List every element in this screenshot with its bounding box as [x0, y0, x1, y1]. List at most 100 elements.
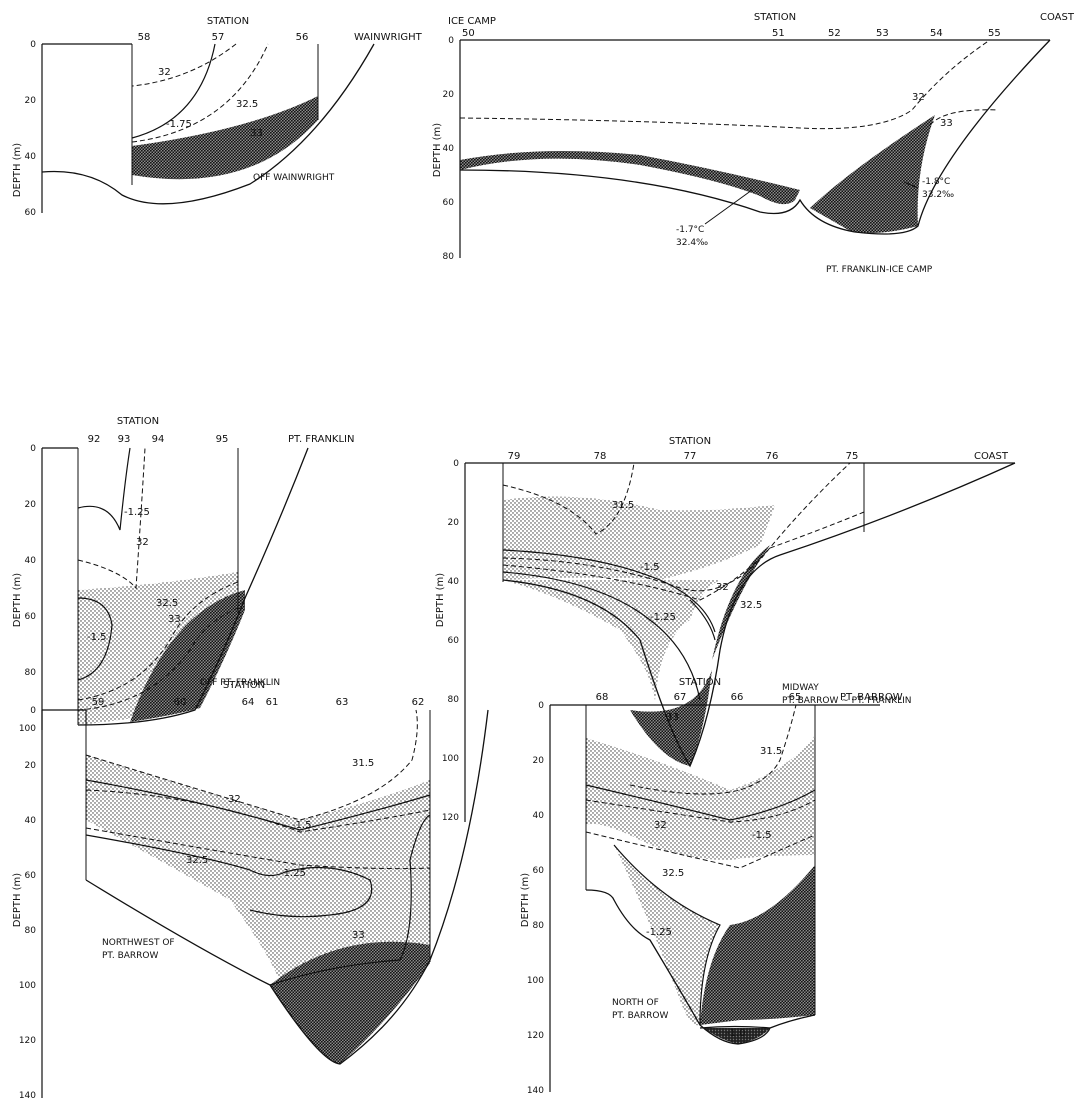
station-number: 55: [988, 28, 1001, 39]
panel-off-pt-franklin: 0 20 40 60 80 100 DEPTH (m) STATION 92 9…: [12, 416, 354, 734]
depth-axis-label: DEPTH (m): [432, 123, 443, 177]
end-location-label: COAST: [1040, 12, 1075, 23]
station-number: 51: [772, 28, 785, 39]
depth-tick: 0: [453, 459, 459, 469]
depth-tick: 100: [19, 981, 36, 991]
contour-label: -1.5: [752, 830, 772, 841]
depth-tick: 20: [25, 761, 37, 771]
contour-label: 32.5: [186, 855, 208, 866]
water-mass-salinity: 33.2‰: [922, 190, 954, 200]
contour-label: -1.0: [726, 1028, 746, 1039]
depth-tick: 80: [533, 921, 545, 931]
station-number: 57: [212, 32, 225, 43]
panel-northwest-pt-barrow: 0 20 40 60 80 100 120 140 DEPTH (m) STAT…: [12, 680, 489, 1100]
contour-label: 32: [158, 67, 171, 78]
station-number: 64: [242, 697, 255, 708]
contour-label: 32.5: [662, 868, 684, 879]
depth-tick: 0: [30, 444, 36, 454]
depth-tick: 80: [25, 926, 37, 936]
depth-tick: 40: [448, 577, 460, 587]
depth-tick: 0: [30, 706, 36, 716]
end-location-label: WAINWRIGHT: [354, 32, 423, 43]
start-location-label: ICE CAMP: [448, 16, 496, 27]
depth-tick: 120: [19, 1036, 36, 1046]
contour-label: 33: [352, 930, 365, 941]
contour-label: -1.75: [166, 119, 192, 130]
contour-label: 31.5: [760, 746, 782, 757]
depth-tick: 40: [25, 816, 37, 826]
contour-label: 33: [940, 118, 953, 129]
depth-axis-label: DEPTH (m): [12, 143, 23, 197]
contour-label: 32: [912, 92, 925, 103]
station-axis-label: STATION: [754, 12, 796, 23]
panel-title: OFF WAINWRIGHT: [253, 173, 335, 183]
water-mass-temperature: -1.7°C: [676, 225, 704, 235]
contour-label: 32: [716, 582, 729, 593]
panel-subtitle: PT. BARROW: [612, 1011, 669, 1021]
depth-tick: 140: [19, 1091, 36, 1100]
station-axis-label: STATION: [679, 677, 721, 688]
depth-tick: 60: [443, 198, 455, 208]
contour-label: 33: [250, 128, 263, 139]
depth-tick: 0: [448, 36, 454, 46]
depth-tick: 0: [538, 701, 544, 711]
depth-axis-label: DEPTH (m): [435, 573, 446, 627]
depth-tick: 120: [527, 1031, 544, 1041]
panel-title: NORTH OF: [612, 998, 659, 1008]
station-number: 59: [92, 697, 105, 708]
contour-label: 32.5: [740, 600, 762, 611]
contour-label: 32: [228, 794, 241, 805]
depth-tick: 60: [25, 208, 37, 218]
depth-tick: 60: [448, 636, 460, 646]
contour-label: 31.5: [352, 758, 374, 769]
contour-label: -1.25: [124, 507, 150, 518]
end-location-label: PT. BARROW: [840, 692, 903, 703]
depth-tick: 100: [19, 724, 36, 734]
depth-tick: 60: [25, 871, 37, 881]
depth-tick: 0: [30, 40, 36, 50]
station-axis-label: STATION: [207, 16, 249, 27]
station-number: 95: [216, 434, 229, 445]
depth-tick: 80: [443, 252, 455, 262]
depth-tick: 100: [527, 976, 544, 986]
depth-tick: 20: [448, 518, 460, 528]
depth-tick: 20: [25, 500, 37, 510]
depth-axis-label: DEPTH (m): [520, 873, 531, 927]
station-number: 56: [296, 32, 309, 43]
depth-axis-label: DEPTH (m): [12, 873, 23, 927]
contour-label: 31.5: [612, 500, 634, 511]
contour-label: -1.5: [292, 820, 312, 831]
depth-tick: 40: [533, 811, 545, 821]
station-number: 77: [684, 451, 697, 462]
station-number: 50: [462, 28, 475, 39]
station-number: 93: [118, 434, 131, 445]
depth-tick: 20: [443, 90, 455, 100]
depth-tick: 40: [25, 556, 37, 566]
depth-tick: 80: [448, 695, 460, 705]
station-number: 65: [789, 692, 802, 703]
station-number: 52: [828, 28, 841, 39]
station-number: 67: [674, 692, 687, 703]
depth-tick: 20: [533, 756, 545, 766]
station-number: 78: [594, 451, 607, 462]
contour-label: 32: [136, 537, 149, 548]
panel-north-pt-barrow: 0 20 40 60 80 100 120 140 DEPTH (m) STAT…: [520, 677, 903, 1096]
panel-title: NORTHWEST OF: [102, 938, 175, 948]
depth-tick: 120: [442, 813, 459, 823]
contour-label: -1.5: [87, 632, 107, 643]
depth-tick: 60: [533, 866, 545, 876]
depth-tick: 20: [25, 96, 37, 106]
panel-midway: 0 20 40 60 80 100 120 DEPTH (m) STATION …: [435, 436, 1016, 823]
station-number: 58: [138, 32, 151, 43]
panel-subtitle: PT. BARROW ~ PT. FRANKLIN: [782, 696, 912, 706]
station-number: 66: [731, 692, 744, 703]
water-mass-salinity: 32.4‰: [676, 238, 708, 248]
station-axis-label: STATION: [223, 680, 265, 691]
panel-off-wainwright: 0 20 40 60 DEPTH (m) STATION 58 57 56 WA…: [12, 16, 423, 218]
depth-tick: 140: [527, 1086, 544, 1096]
contour-label: 32.5: [156, 598, 178, 609]
contour-label: -1.25: [280, 868, 306, 879]
station-number: 68: [596, 692, 609, 703]
station-number: 94: [152, 434, 165, 445]
panel-title: PT. FRANKLIN-ICE CAMP: [826, 265, 933, 275]
